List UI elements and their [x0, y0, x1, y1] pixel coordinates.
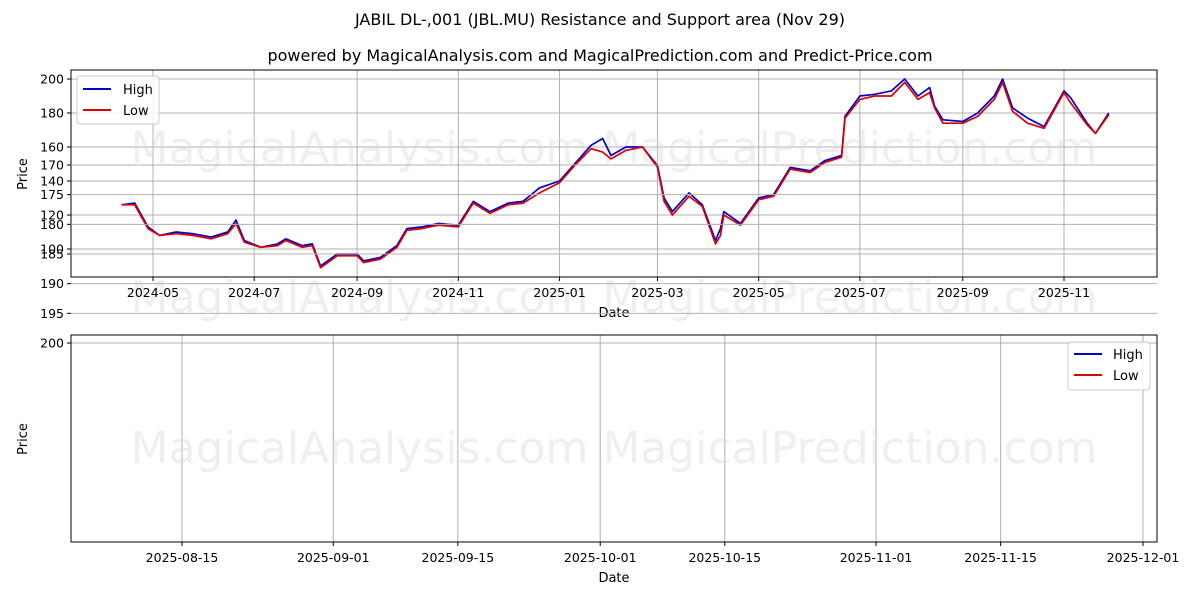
x-tick-label: 2024-11	[432, 285, 484, 300]
x-tick-label: 2025-01	[533, 285, 585, 300]
y-tick-label: 140	[40, 174, 64, 189]
top-x-axis: 2024-05 2024-07 2024-09 2024-11 2025-01 2025-…	[127, 277, 1090, 300]
top-gridlines	[71, 70, 1157, 277]
bottom-chart-panel: MagicalAnalysis.com MagicalPrediction.co…	[16, 158, 1179, 587]
x-tick-label: 2025-09-15	[422, 550, 495, 565]
y-tick-label: 180	[40, 217, 64, 232]
watermark-bottom: MagicalAnalysis.com MagicalPrediction.co…	[131, 423, 1098, 474]
legend-low-label: Low	[1113, 369, 1139, 384]
top-legend: High Low	[76, 75, 160, 125]
series-low-line	[121, 81, 1110, 269]
x-tick-label: 2025-10-15	[688, 550, 761, 565]
x-tick-label: 2025-03	[631, 285, 683, 300]
top-plot-frame	[70, 69, 1158, 278]
bottom-y-axis: 170 175 180 185 190 195 200	[40, 158, 71, 351]
x-tick-label: 2025-09-01	[297, 550, 370, 565]
bottom-y-axis-label: Price	[16, 423, 31, 455]
top-series-lines	[121, 78, 1110, 269]
top-y-axis: 100 120 140 160 180 200	[40, 72, 71, 257]
x-tick-label: 2025-10-01	[564, 550, 637, 565]
x-tick-label: 2025-11	[1038, 285, 1090, 300]
y-tick-label: 200	[40, 72, 64, 87]
y-tick-label: 100	[40, 242, 64, 257]
y-tick-label: 185	[40, 247, 64, 262]
watermark-top-2: MagicalAnalysis.com MagicalPrediction.co…	[131, 272, 1098, 323]
x-tick-label: 2025-07	[834, 285, 886, 300]
chart-subtitle: powered by MagicalAnalysis.com and Magic…	[267, 46, 933, 65]
legend-low-label: Low	[123, 104, 149, 119]
bottom-legend: High Low	[1067, 341, 1151, 391]
legend-high-label: High	[1113, 348, 1143, 363]
watermark-top-1: MagicalAnalysis.com MagicalPrediction.co…	[131, 123, 1098, 174]
x-tick-label: 2025-12-01	[1107, 550, 1180, 565]
y-tick-label: 170	[40, 158, 64, 173]
y-tick-label: 120	[40, 208, 64, 223]
x-tick-label: 2025-09	[937, 285, 989, 300]
x-tick-label: 2025-11-01	[840, 550, 913, 565]
y-tick-label: 190	[40, 276, 64, 291]
bottom-x-axis-label: Date	[598, 571, 629, 586]
y-tick-label: 175	[40, 187, 64, 202]
top-chart-panel: MagicalAnalysis.com MagicalPrediction.co…	[16, 69, 1158, 323]
x-tick-label: 2025-11-15	[964, 550, 1037, 565]
y-tick-label: 195	[40, 306, 64, 321]
bottom-x-axis: 2025-08-15 2025-09-01 2025-09-15 2025-10-01…	[146, 542, 1180, 565]
chart-title: JABIL DL-,001 (JBL.MU) Resistance and Su…	[354, 10, 846, 29]
bottom-gridlines	[71, 164, 1157, 542]
x-tick-label: 2024-07	[228, 285, 280, 300]
x-tick-label: 2025-08-15	[146, 550, 219, 565]
legend-high-label: High	[123, 83, 153, 98]
top-y-axis-label: Price	[16, 158, 31, 190]
x-tick-label: 2024-05	[127, 285, 179, 300]
y-tick-label: 160	[40, 140, 64, 155]
y-tick-label: 180	[40, 106, 64, 121]
y-tick-label: 200	[40, 336, 64, 351]
x-tick-label: 2024-09	[331, 285, 383, 300]
bottom-plot-frame	[70, 334, 1158, 543]
x-tick-label: 2025-05	[733, 285, 785, 300]
